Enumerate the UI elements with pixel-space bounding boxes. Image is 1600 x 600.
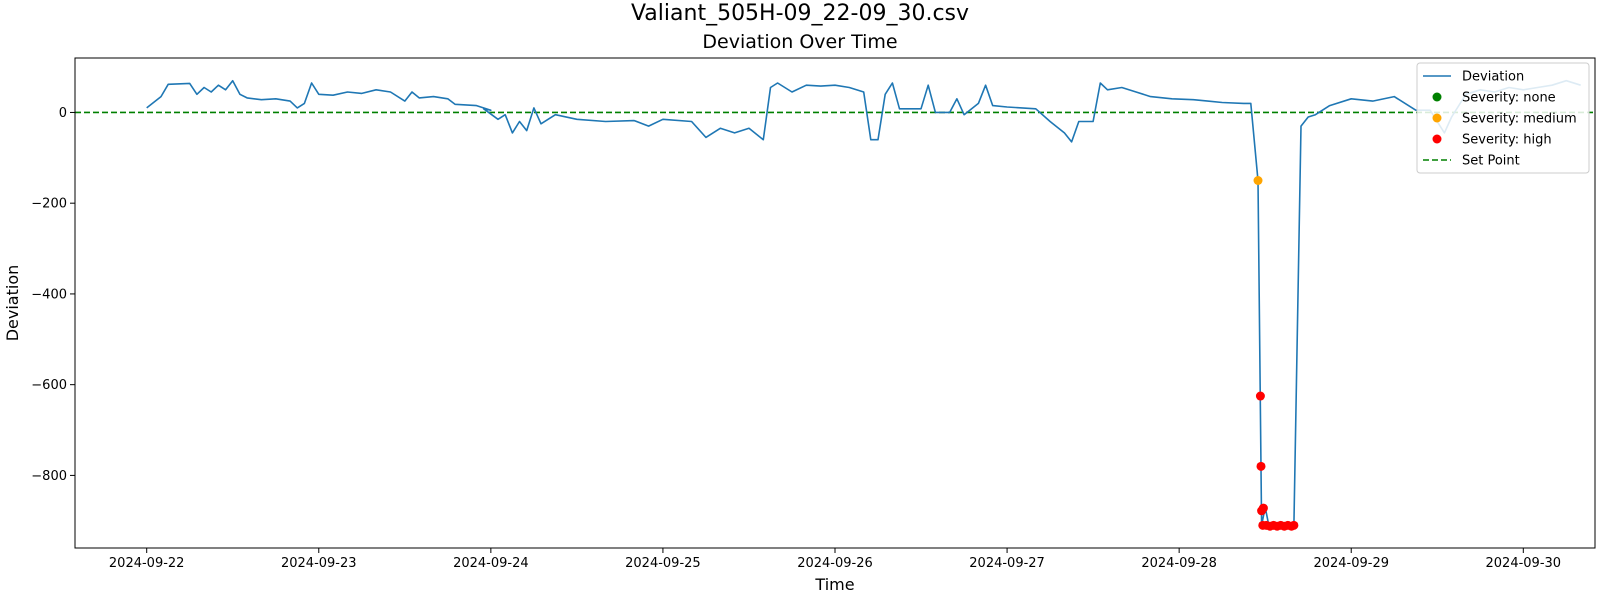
y-tick-label: −800 (31, 469, 67, 484)
y-tick-label: −400 (31, 287, 67, 302)
severity-point-high-3 (1258, 503, 1268, 513)
chart-title: Deviation Over Time (702, 31, 897, 53)
plot-area (75, 79, 1595, 531)
x-tick-label: 2024-09-29 (1313, 556, 1389, 571)
legend: Deviation Severity: none Severity: medium S… (1416, 62, 1590, 174)
legend-label-deviation: Deviation (1462, 70, 1524, 85)
x-tick-label: 2024-09-26 (797, 556, 873, 571)
figure-title: Valiant_505H-09_22-09_30.csv (631, 1, 969, 26)
legend-label-set-point: Set Point (1462, 154, 1520, 169)
deviation-series-line (146, 79, 1581, 527)
severity-point-high-13 (1289, 520, 1299, 530)
y-axis-label: Deviation (3, 265, 22, 342)
x-tick-label: 2024-09-28 (1141, 556, 1217, 571)
severity-point-medium-0 (1253, 176, 1263, 185)
y-axis: 0 −200 −400 −600 −800 (31, 106, 75, 484)
legend-label-severity-none: Severity: none (1462, 91, 1556, 106)
x-tick-label: 2024-09-27 (969, 556, 1045, 571)
x-tick-label: 2024-09-25 (625, 556, 701, 571)
legend-swatch-severity-high (1432, 134, 1442, 144)
legend-box (1416, 62, 1590, 174)
y-tick-label: −600 (31, 378, 67, 393)
x-axis: 2024-09-22 2024-09-23 2024-09-24 2024-09-25… (109, 548, 1561, 571)
legend-swatch-severity-medium (1432, 113, 1442, 123)
severity-point-high-1 (1256, 461, 1266, 471)
severity-point-high-0 (1255, 391, 1265, 401)
x-tick-label: 2024-09-22 (109, 556, 185, 571)
legend-label-severity-medium: Severity: medium (1462, 112, 1577, 127)
y-tick-label: −200 (31, 197, 67, 212)
x-tick-label: 2024-09-24 (453, 556, 529, 571)
legend-swatch-severity-none (1432, 92, 1442, 102)
x-tick-label: 2024-09-23 (281, 556, 357, 571)
legend-label-severity-high: Severity: high (1462, 133, 1552, 148)
x-tick-label: 2024-09-30 (1486, 556, 1562, 571)
axes-frame (74, 57, 1596, 549)
y-tick-label: 0 (59, 106, 67, 121)
x-axis-label: Time (814, 575, 854, 594)
